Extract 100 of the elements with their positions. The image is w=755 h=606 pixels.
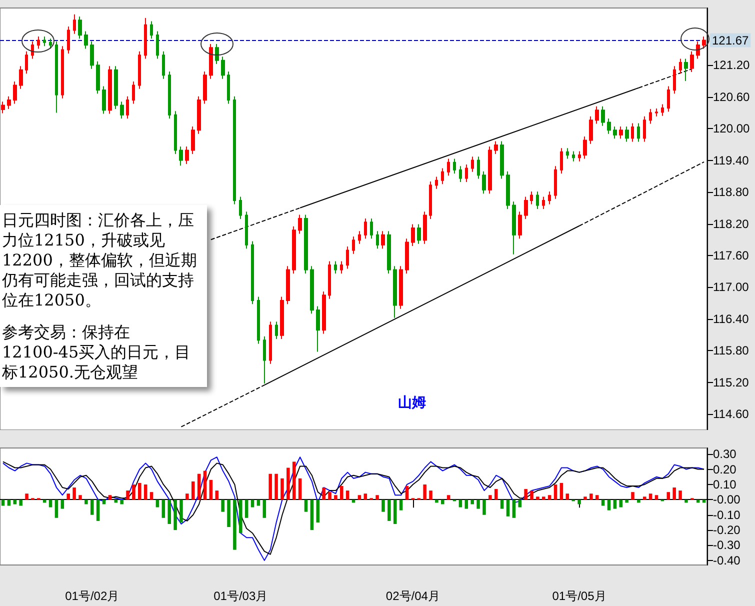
bar xyxy=(304,500,308,512)
candlestick xyxy=(429,180,432,220)
bar xyxy=(102,500,106,504)
bar xyxy=(156,500,160,508)
candlestick xyxy=(625,126,629,142)
bar xyxy=(268,474,272,500)
candlestick xyxy=(49,38,52,50)
bar xyxy=(476,500,480,509)
candlestick xyxy=(423,211,427,244)
bar xyxy=(642,496,646,500)
candlestick xyxy=(37,36,40,50)
bar xyxy=(654,495,658,500)
bar xyxy=(244,500,248,518)
candlestick xyxy=(358,230,361,244)
bar xyxy=(250,500,254,508)
candlestick xyxy=(560,148,563,174)
candlestick xyxy=(43,36,46,47)
candlestick xyxy=(203,70,207,104)
bar xyxy=(108,495,112,500)
bar xyxy=(48,500,52,508)
bar xyxy=(470,500,474,504)
y-tick-label: 114.60 xyxy=(713,407,750,422)
candlestick xyxy=(619,126,623,140)
candlestick xyxy=(399,266,403,310)
candlestick xyxy=(595,106,599,124)
bar xyxy=(590,494,593,500)
bar xyxy=(144,484,148,500)
y-tick-label: 120.60 xyxy=(713,90,750,104)
y-tick-label: -0.00 xyxy=(713,492,741,507)
bar xyxy=(429,490,432,500)
bar xyxy=(399,500,403,510)
candlestick xyxy=(269,321,272,364)
candlestick xyxy=(7,96,11,110)
candlestick xyxy=(613,126,617,140)
candlestick xyxy=(370,218,373,240)
candlestick xyxy=(655,108,658,117)
bar xyxy=(233,500,236,550)
bar xyxy=(72,488,76,500)
candlestick xyxy=(643,116,646,142)
candlestick xyxy=(55,40,58,114)
bar xyxy=(423,484,426,500)
candlestick xyxy=(673,66,676,94)
candlestick xyxy=(494,140,498,154)
bar xyxy=(292,462,296,500)
bar xyxy=(197,474,201,500)
bar xyxy=(678,490,682,500)
bar xyxy=(595,495,599,500)
candlestick xyxy=(530,191,533,205)
bar xyxy=(440,500,444,504)
candlestick xyxy=(19,66,23,90)
bar xyxy=(536,496,540,500)
bar xyxy=(54,500,58,518)
y-tick-label: 121.20 xyxy=(713,58,750,72)
annotation: 参考交易：保持在12100-45买入的日元，目标12050.无仓观望 xyxy=(1,322,191,382)
candlestick xyxy=(471,156,474,172)
candlestick xyxy=(393,266,397,318)
candlestick xyxy=(168,70,171,120)
bar xyxy=(388,500,391,521)
bar xyxy=(648,494,652,500)
y-tick-label: 117.00 xyxy=(713,280,750,294)
bar xyxy=(174,500,177,530)
bar xyxy=(60,500,64,509)
bar xyxy=(126,490,130,500)
candlestick xyxy=(649,108,652,124)
bar xyxy=(25,494,28,500)
candlestick xyxy=(108,66,112,114)
candlestick xyxy=(578,150,581,162)
bar xyxy=(340,486,344,500)
bar xyxy=(376,495,379,500)
candlestick xyxy=(1,101,5,114)
candlestick xyxy=(251,240,254,305)
candlestick xyxy=(275,321,278,340)
candlestick xyxy=(96,60,100,94)
bar xyxy=(180,500,183,522)
y-tick-label: 120.00 xyxy=(713,122,750,136)
candlestick xyxy=(25,50,28,74)
bar xyxy=(280,478,284,500)
candlestick xyxy=(31,40,34,60)
bar xyxy=(548,495,552,500)
bar xyxy=(352,500,356,503)
x-tick-label: 02号/04月 xyxy=(386,589,440,603)
y-tick-label: 118.20 xyxy=(713,216,750,231)
candlestick xyxy=(667,86,670,112)
candlestick xyxy=(387,230,391,274)
candlestick xyxy=(13,81,17,104)
bar xyxy=(542,496,546,500)
bar xyxy=(364,494,368,500)
bar xyxy=(334,495,338,500)
bar xyxy=(637,500,640,503)
y-tick-label: -0.30 xyxy=(713,538,741,552)
candlestick xyxy=(583,136,587,160)
candlestick xyxy=(132,81,135,104)
candlestick xyxy=(376,230,379,250)
bar xyxy=(322,488,326,500)
bar xyxy=(1,500,5,506)
candlestick xyxy=(381,230,385,250)
candlestick xyxy=(346,246,349,270)
candlestick xyxy=(78,16,82,40)
bar xyxy=(239,500,242,534)
bar xyxy=(19,500,22,506)
